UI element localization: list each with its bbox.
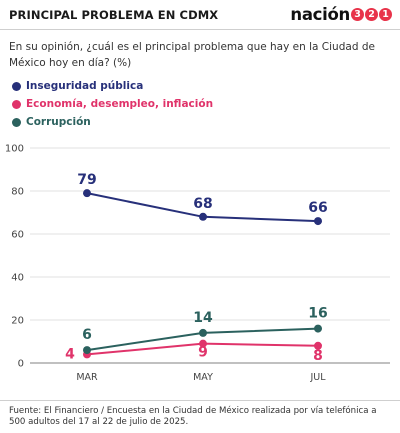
- data-label: 8: [313, 348, 323, 364]
- data-point: [314, 341, 322, 350]
- y-tick-label: 100: [5, 144, 24, 155]
- data-point: [199, 212, 207, 221]
- x-tick-label: JUL: [309, 372, 326, 383]
- legend-dot-corrupcion: [12, 117, 21, 127]
- data-point: [199, 339, 207, 348]
- data-label: 4: [65, 346, 75, 362]
- logo-digit-1: 3: [351, 7, 364, 21]
- source-note: Fuente: El Financiero / Encuesta en la C…: [9, 406, 377, 427]
- y-tick-label: 80: [11, 187, 24, 198]
- legend-label-economia: Economía, desempleo, inflación: [26, 98, 214, 110]
- data-point: [314, 217, 322, 226]
- data-label: 68: [193, 196, 212, 212]
- legend-dot-economia: [12, 99, 21, 109]
- data-point: [199, 328, 207, 337]
- legend-item-inseguridad: Inseguridad pública: [12, 77, 213, 95]
- header-divider: [0, 29, 400, 30]
- legend: Inseguridad pública Economía, desempleo,…: [12, 77, 213, 131]
- data-label: 66: [308, 200, 327, 216]
- data-point: [83, 189, 91, 198]
- y-tick-label: 20: [11, 316, 24, 327]
- legend-item-economia: Economía, desempleo, inflación: [12, 95, 213, 113]
- data-point: [83, 346, 91, 355]
- legend-dot-inseguridad: [12, 81, 21, 91]
- header-bar: PRINCIPAL PROBLEMA EN CDMX nación 3 2 1: [0, 0, 400, 31]
- data-label: 14: [193, 310, 213, 326]
- x-tick-label: MAY: [193, 372, 213, 383]
- survey-question: En su opinión, ¿cuál es el principal pro…: [9, 41, 375, 69]
- legend-label-corrupcion: Corrupción: [26, 116, 91, 128]
- brand-logo: nación 3 2 1: [290, 3, 392, 25]
- y-tick-label: 0: [18, 359, 24, 370]
- logo-digit-2: 2: [365, 7, 378, 21]
- data-point: [314, 324, 322, 333]
- line-chart: 0 20 40 60 80 100 MAR MAY JUL 79 68 66 4 9 8 6 14 16: [5, 144, 390, 383]
- legend-label-inseguridad: Inseguridad pública: [26, 80, 144, 92]
- footer-divider: [0, 400, 400, 401]
- logo-word: nación: [290, 4, 350, 24]
- data-label: 6: [82, 327, 92, 343]
- legend-item-corrupcion: Corrupción: [12, 113, 213, 131]
- data-label: 9: [198, 345, 208, 361]
- x-tick-label: MAR: [76, 372, 98, 383]
- data-label: 79: [77, 172, 96, 188]
- logo-digit-3: 1: [379, 7, 392, 21]
- chart-title: PRINCIPAL PROBLEMA EN CDMX: [9, 8, 219, 22]
- y-tick-label: 60: [11, 230, 24, 241]
- data-label: 16: [308, 306, 327, 322]
- y-tick-label: 40: [11, 273, 24, 284]
